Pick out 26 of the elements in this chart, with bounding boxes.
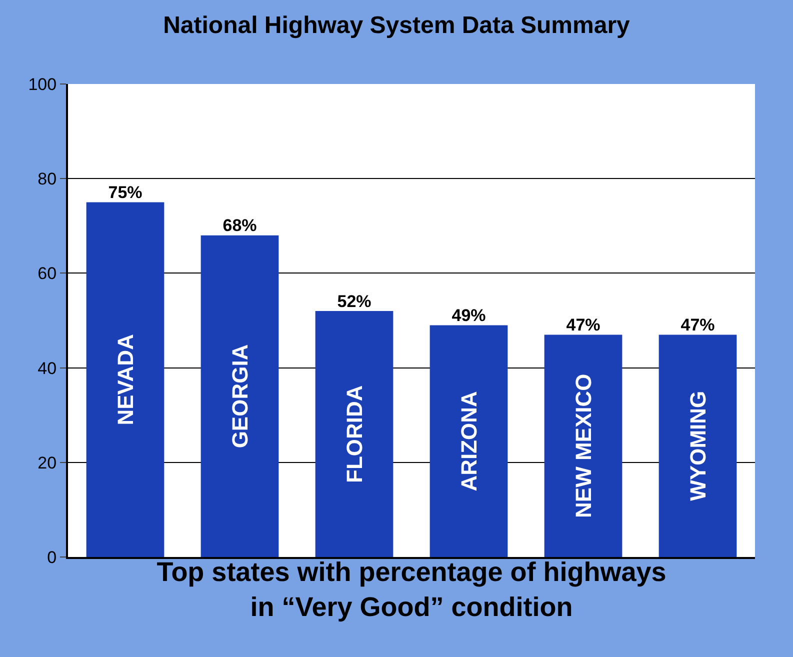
x-axis-title: Top states with percentage of highways in “Very Good” condition (156, 556, 666, 622)
y-tick-label: 60 (38, 264, 57, 284)
y-tick-label: 80 (38, 170, 57, 189)
bar (86, 202, 164, 557)
data-label: 75% (108, 183, 142, 202)
bar (315, 311, 394, 557)
y-tick-label: 40 (38, 358, 57, 378)
y-tick-label: 100 (28, 74, 57, 94)
x-tick-label: GEORGIA (227, 344, 252, 448)
data-label: 68% (222, 216, 257, 236)
bar (658, 334, 737, 557)
x-tick-label: NEW MEXICO (570, 374, 596, 518)
data-label: 49% (452, 306, 486, 325)
x-tick-label: NEVADA (112, 334, 138, 426)
bar (200, 235, 279, 557)
data-label: 47% (566, 315, 600, 334)
bar (430, 325, 508, 557)
bar (544, 334, 622, 557)
y-tick-label: 20 (38, 453, 57, 472)
y-tick-label: 0 (47, 548, 57, 567)
x-tick-label: FLORIDA (342, 385, 367, 483)
data-label: 47% (680, 315, 715, 334)
x-tick-label: WYOMING (685, 390, 710, 501)
data-label: 52% (337, 292, 372, 311)
chart-title: National Highway System Data Summary (163, 12, 631, 40)
x-tick-label: ARIZONA (456, 390, 482, 492)
